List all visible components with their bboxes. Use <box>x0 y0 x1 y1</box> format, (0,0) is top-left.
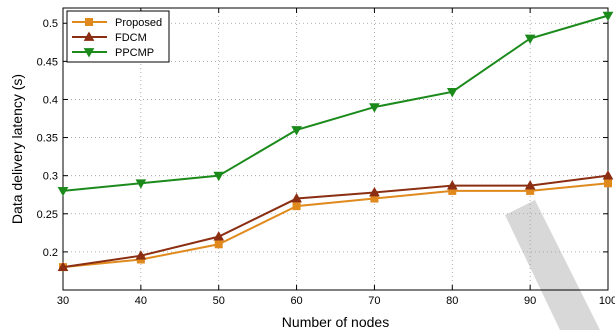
y-tick-label: 0.4 <box>43 94 58 106</box>
data-point <box>369 186 380 197</box>
legend-swatch-marker <box>83 48 95 58</box>
data-point <box>292 202 301 211</box>
y-tick-label: 0.25 <box>37 209 58 221</box>
x-tick-label: 50 <box>213 295 225 307</box>
grid-lines <box>63 8 608 290</box>
data-point <box>135 250 147 260</box>
legend-label: PPCMP <box>115 47 154 59</box>
data-point <box>291 193 302 203</box>
data-point <box>57 187 69 197</box>
x-tick-label: 70 <box>368 295 380 307</box>
series-line <box>62 182 609 269</box>
data-point <box>369 103 380 113</box>
series-line <box>62 174 609 269</box>
x-tick-label: 80 <box>446 295 458 307</box>
data-point <box>524 180 536 190</box>
x-tick-label: 100 <box>599 295 615 307</box>
legend-label: FDCM <box>115 32 147 44</box>
series-line <box>62 14 609 192</box>
legend-label: Proposed <box>115 17 162 29</box>
data-point <box>604 179 612 188</box>
y-tick-label: 0.5 <box>43 18 58 30</box>
data-point <box>602 170 614 180</box>
series-ppcmp <box>57 11 614 197</box>
watermark-shape <box>505 200 600 330</box>
data-point <box>602 11 614 22</box>
legend-swatch-marker <box>85 18 93 26</box>
data-point <box>446 180 458 190</box>
series-layer <box>57 11 614 272</box>
x-tick-label: 90 <box>524 295 536 307</box>
series-fdcm <box>57 170 614 272</box>
data-point <box>446 87 458 98</box>
y-tick-label: 0.2 <box>43 247 58 259</box>
y-axis-label: Data delivery latency (s) <box>9 74 25 224</box>
data-point <box>135 179 147 189</box>
data-point <box>213 231 225 241</box>
data-point <box>213 171 225 182</box>
x-axis-label: Number of nodes <box>282 314 389 330</box>
data-point <box>57 261 69 272</box>
plot-frame <box>62 7 609 291</box>
legend-swatch-marker <box>83 31 95 41</box>
legend: Proposed FDCM PPCMP <box>66 10 170 63</box>
x-tick-label: 40 <box>135 295 147 307</box>
data-point <box>524 34 536 44</box>
x-tick-label: 60 <box>290 295 302 307</box>
axis-ticks: 30 40 50 60 70 80 90 100 0.2 0.25 0.3 0.35 0.4 0.45 0.… <box>37 8 615 307</box>
y-tick-label: 0.35 <box>37 133 58 145</box>
data-point <box>214 240 223 249</box>
y-tick-label: 0.45 <box>37 56 58 68</box>
y-tick-label: 0.3 <box>43 171 58 183</box>
data-point <box>291 126 302 136</box>
x-tick-label: 30 <box>57 295 69 307</box>
